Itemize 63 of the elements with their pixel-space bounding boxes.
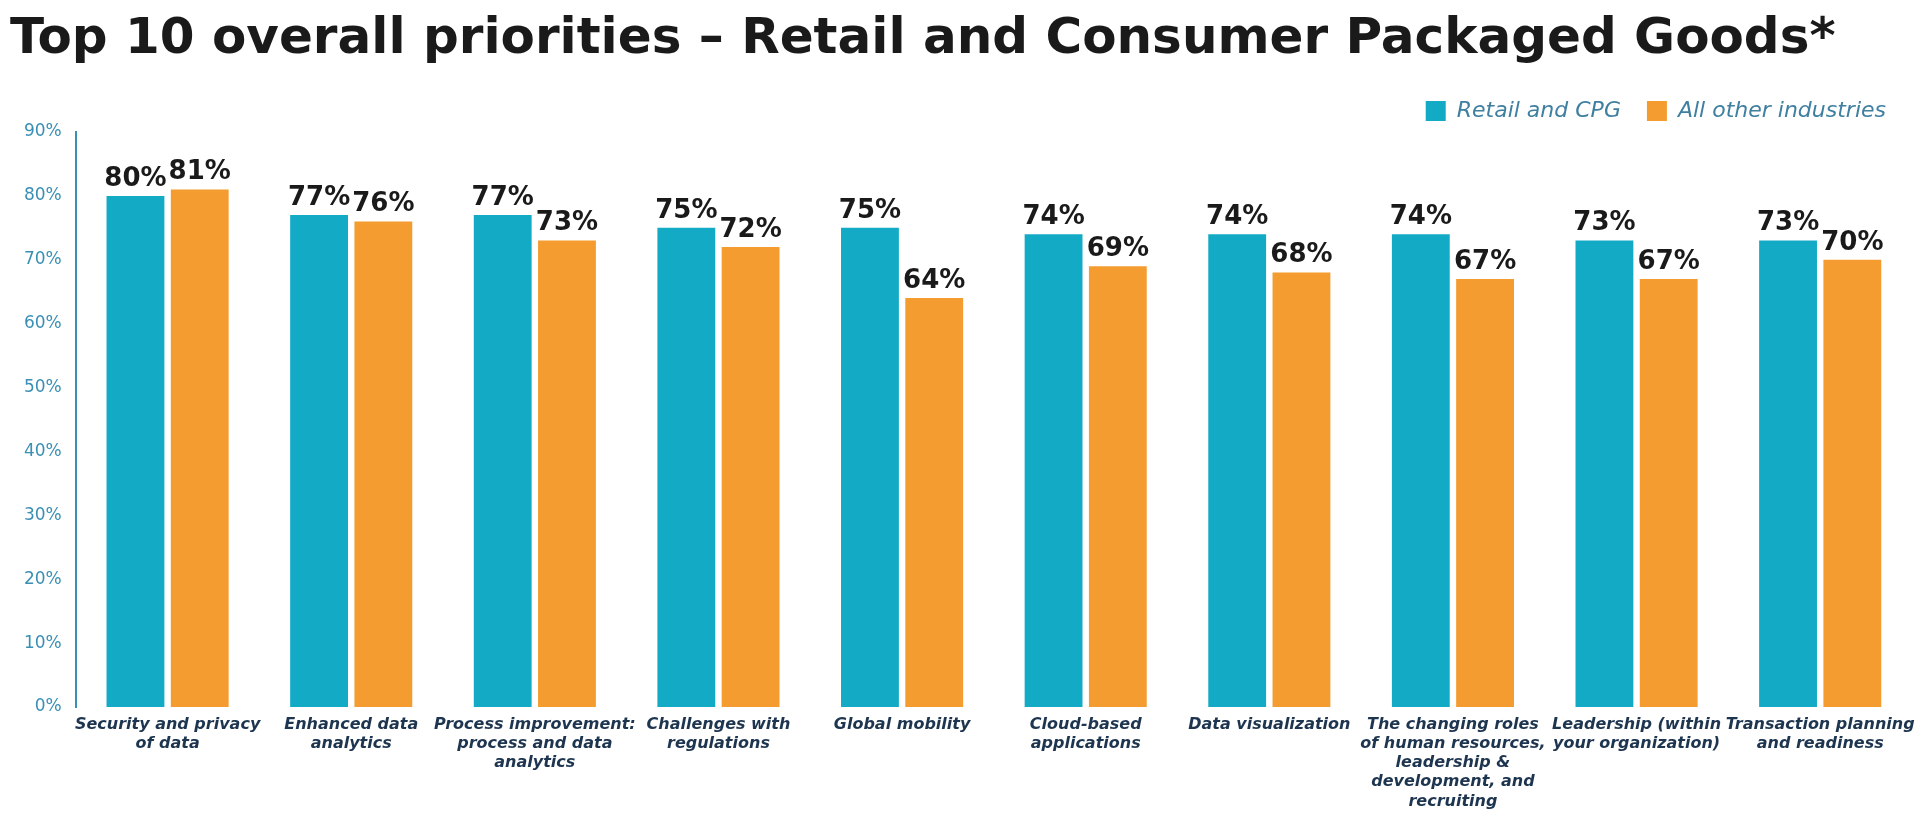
y-tick-label: 20% bbox=[23, 567, 62, 588]
bar bbox=[905, 298, 964, 707]
data-label: 74% bbox=[1206, 199, 1269, 230]
y-tick-label: 60% bbox=[23, 312, 62, 333]
data-label: 74% bbox=[1022, 199, 1085, 230]
data-label: 70% bbox=[1821, 225, 1884, 256]
bar bbox=[1759, 240, 1817, 707]
x-tick-label: Enhanced data analytics bbox=[284, 713, 419, 752]
bar bbox=[106, 195, 165, 707]
data-label: 74% bbox=[1389, 199, 1452, 230]
data-label: 67% bbox=[1637, 244, 1700, 275]
data-label: 81% bbox=[168, 155, 231, 186]
data-label: 67% bbox=[1453, 244, 1517, 275]
data-label: 72% bbox=[719, 212, 782, 243]
y-tick-label: 70% bbox=[23, 248, 62, 269]
y-tick-label: 0% bbox=[34, 695, 62, 716]
x-tick-label: Data visualization bbox=[1188, 713, 1351, 733]
x-tick-label: Leadership (within your organization) bbox=[1552, 713, 1722, 752]
data-label: 76% bbox=[352, 187, 415, 218]
x-tick-label: Global mobility bbox=[833, 713, 971, 733]
data-label: 77% bbox=[471, 180, 534, 211]
bar bbox=[1391, 234, 1450, 707]
bar bbox=[1575, 240, 1634, 707]
bar bbox=[1272, 272, 1331, 707]
data-label: 64% bbox=[903, 263, 966, 294]
legend-label: Retail and CPG bbox=[1456, 96, 1621, 122]
data-label: 77% bbox=[287, 180, 351, 211]
bar bbox=[290, 215, 348, 707]
y-tick-label: 50% bbox=[23, 375, 62, 396]
data-label: 69% bbox=[1086, 231, 1149, 262]
chart-title: Top 10 overall priorities – Retail and Consumer Packaged Goods* bbox=[10, 6, 1836, 65]
data-label: 75% bbox=[838, 193, 902, 224]
bar bbox=[354, 221, 413, 707]
x-tick-label: The changing roles of human resources, leadership & development, and recruiting bbox=[1360, 713, 1546, 810]
data-label: 68% bbox=[1270, 238, 1333, 269]
x-tick-label: Transaction planning and readiness bbox=[1725, 713, 1915, 752]
bar bbox=[1456, 278, 1514, 707]
data-label: 73% bbox=[1756, 206, 1820, 237]
bar bbox=[1823, 259, 1882, 707]
bar bbox=[657, 227, 716, 707]
bar bbox=[721, 247, 780, 707]
bar bbox=[1639, 278, 1698, 707]
bar bbox=[1024, 234, 1083, 707]
y-tick-label: 30% bbox=[23, 503, 62, 524]
bar bbox=[170, 189, 229, 707]
bar bbox=[473, 215, 532, 707]
bar bbox=[1208, 234, 1267, 707]
data-label: 73% bbox=[1573, 206, 1636, 237]
y-tick-label: 40% bbox=[23, 439, 62, 460]
bar bbox=[841, 227, 899, 707]
data-label: 80% bbox=[104, 161, 167, 192]
x-tick-label: Security and privacy of data bbox=[74, 713, 261, 752]
x-tick-label: Challenges with regulations bbox=[646, 713, 791, 752]
data-label: 73% bbox=[535, 206, 599, 237]
bar bbox=[1088, 266, 1147, 707]
bar bbox=[538, 240, 596, 707]
legend-label: All other industries bbox=[1675, 96, 1886, 122]
data-label: 75% bbox=[655, 193, 718, 224]
y-tick-label: 10% bbox=[23, 631, 62, 652]
x-tick-label: Cloud-based applications bbox=[1029, 713, 1143, 752]
x-tick-label: Process improvement: process and data analytics bbox=[433, 713, 636, 772]
y-tick-label: 80% bbox=[23, 184, 62, 205]
y-tick-label: 90% bbox=[23, 120, 62, 141]
